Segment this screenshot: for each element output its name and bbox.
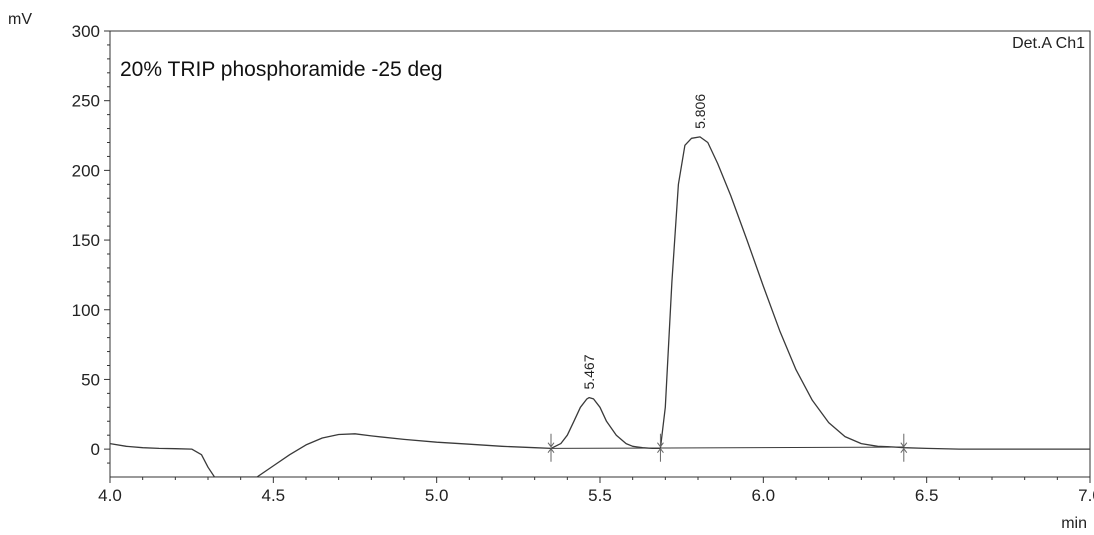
x-tick-label: 4.0 <box>98 486 122 505</box>
peak-retention-label: 5.806 <box>692 94 708 129</box>
plot-frame <box>109 30 1091 478</box>
integration-arrow-head <box>900 442 908 448</box>
y-tick-label: 0 <box>91 440 100 459</box>
integration-arrow-head <box>657 442 664 448</box>
chart-title: 20% TRIP phosphoramide -25 deg <box>120 58 443 81</box>
integration-arrow-head <box>547 447 555 454</box>
x-tick-label: 7.0 <box>1078 486 1094 505</box>
x-axis-unit-label: min <box>1061 515 1087 532</box>
x-tick-label: 6.0 <box>752 486 776 505</box>
x-tick-label: 5.5 <box>588 486 612 505</box>
y-tick-label: 200 <box>72 161 100 180</box>
y-tick-label: 100 <box>72 301 100 320</box>
y-axis-unit-label: mV <box>8 11 32 28</box>
y-tick-label: 150 <box>72 231 100 250</box>
chromatogram-trace <box>110 136 1090 477</box>
x-tick-label: 4.5 <box>262 486 286 505</box>
channel-label: Det.A Ch1 <box>1012 35 1085 52</box>
x-axis: 4.0 4.5 5.0 5.5 6.0 6.5 7.0 <box>98 477 1094 505</box>
integration-marks <box>547 433 908 462</box>
integration-arrow-head <box>547 442 555 448</box>
plot-border <box>109 30 1091 478</box>
x-tick-label: 5.0 <box>425 486 449 505</box>
integration-arrow-head <box>657 447 664 454</box>
peak-retention-label: 5.467 <box>581 354 597 389</box>
y-tick-label: 50 <box>81 370 100 389</box>
y-tick-label: 250 <box>72 92 100 111</box>
x-tick-label: 6.5 <box>915 486 939 505</box>
trace-layer <box>110 136 1090 477</box>
y-axis: 0 50 100 150 200 250 300 <box>72 22 110 464</box>
integration-arrow-head <box>900 447 908 454</box>
baseline-line <box>550 446 904 449</box>
y-tick-label: 300 <box>72 22 100 41</box>
integration-baseline <box>550 446 904 449</box>
peak-labels: 5.467 5.806 <box>581 94 708 390</box>
